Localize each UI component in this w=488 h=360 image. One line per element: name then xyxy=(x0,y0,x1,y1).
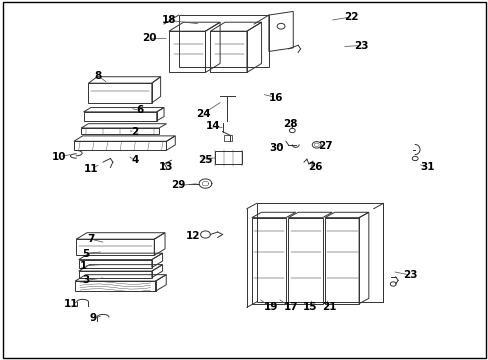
Text: 31: 31 xyxy=(419,162,434,172)
Text: 17: 17 xyxy=(283,302,298,312)
Text: 10: 10 xyxy=(52,152,66,162)
Text: 3: 3 xyxy=(82,275,89,285)
Text: 24: 24 xyxy=(195,109,210,119)
Text: 26: 26 xyxy=(307,162,322,172)
Text: 13: 13 xyxy=(159,162,173,172)
Text: 6: 6 xyxy=(136,105,143,115)
Text: 12: 12 xyxy=(185,231,200,240)
Text: 9: 9 xyxy=(90,313,97,323)
Text: 20: 20 xyxy=(142,33,156,43)
Text: 28: 28 xyxy=(283,120,298,129)
Text: 14: 14 xyxy=(205,121,220,131)
Text: 4: 4 xyxy=(131,155,138,165)
Text: 11: 11 xyxy=(64,299,79,309)
Text: 2: 2 xyxy=(131,127,138,136)
Text: 23: 23 xyxy=(402,270,417,280)
Text: 16: 16 xyxy=(268,93,283,103)
Text: 11: 11 xyxy=(83,164,98,174)
Text: 1: 1 xyxy=(80,261,87,271)
Text: 18: 18 xyxy=(162,15,176,26)
Text: 7: 7 xyxy=(87,234,94,244)
Text: 5: 5 xyxy=(82,248,89,258)
Text: 8: 8 xyxy=(94,71,102,81)
Text: 15: 15 xyxy=(303,302,317,312)
Text: 22: 22 xyxy=(344,12,358,22)
Text: 27: 27 xyxy=(317,141,331,151)
Text: 21: 21 xyxy=(322,302,336,312)
Text: 29: 29 xyxy=(171,180,185,190)
Text: 30: 30 xyxy=(268,143,283,153)
Text: 25: 25 xyxy=(198,155,212,165)
Text: 19: 19 xyxy=(264,302,278,312)
Text: 23: 23 xyxy=(353,41,368,50)
